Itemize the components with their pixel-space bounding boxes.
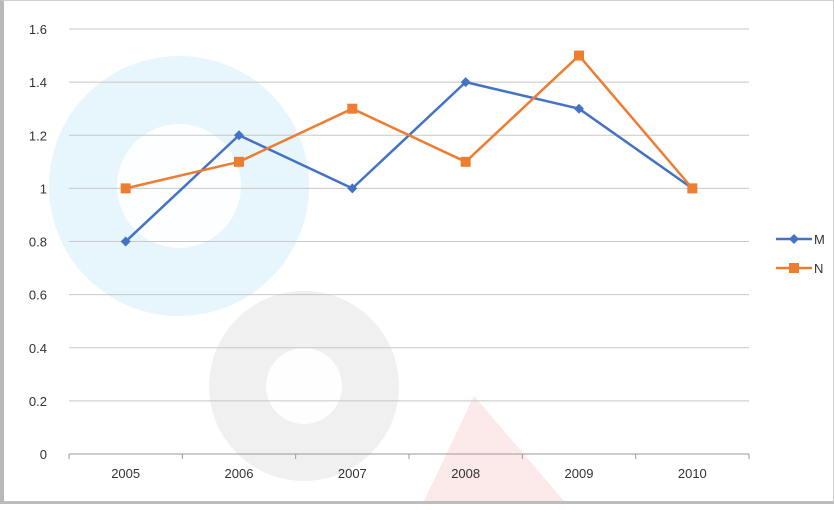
- x-tick-label: 2010: [678, 466, 707, 481]
- x-tick-label: 2008: [451, 466, 480, 481]
- legend: MN: [776, 232, 825, 276]
- y-tick-label: 1.2: [29, 128, 47, 143]
- y-tick-label: 0.6: [29, 288, 47, 303]
- line-chart: 0 0.2 0.4 0.6 0.8 1 1.2 1.4 1.6 2005 2006 2007 2008 2…: [29, 22, 825, 501]
- series-line-N: [125, 54, 694, 190]
- y-tick-label: 1.6: [29, 22, 47, 37]
- data-point-M: [460, 77, 471, 88]
- data-point-N: [574, 50, 584, 61]
- data-point-N: [460, 156, 471, 167]
- data-point-M: [120, 236, 131, 247]
- legend-label-M: M: [814, 232, 825, 247]
- x-tick-label: 2007: [338, 466, 367, 481]
- x-tick-label: 2009: [565, 466, 594, 481]
- y-tick-label: 1.4: [29, 75, 47, 90]
- legend-marker-M: [789, 234, 799, 244]
- y-tick-label: 0.4: [29, 341, 47, 356]
- x-tick-label: 2005: [111, 466, 140, 481]
- series-layer: [120, 50, 698, 247]
- watermark-logo: [49, 56, 564, 501]
- data-point-M: [574, 103, 584, 114]
- y-tick-label: 0.8: [29, 235, 47, 250]
- data-point-N: [347, 103, 358, 114]
- data-point-N: [120, 183, 131, 194]
- data-point-N: [234, 156, 244, 167]
- data-point-M: [347, 183, 358, 194]
- y-tick-label: 0.2: [29, 394, 47, 409]
- data-point-M: [234, 130, 244, 141]
- legend-label-N: N: [814, 261, 823, 276]
- data-point-N: [687, 183, 698, 194]
- legend-marker-N: [789, 263, 799, 273]
- x-tick-label: 2006: [225, 466, 254, 481]
- y-tick-label: 1: [40, 181, 47, 196]
- y-tick-label: 0: [40, 447, 47, 462]
- axes: 0 0.2 0.4 0.6 0.8 1 1.2 1.4 1.6 2005 2006 2007 2008 2…: [29, 22, 750, 481]
